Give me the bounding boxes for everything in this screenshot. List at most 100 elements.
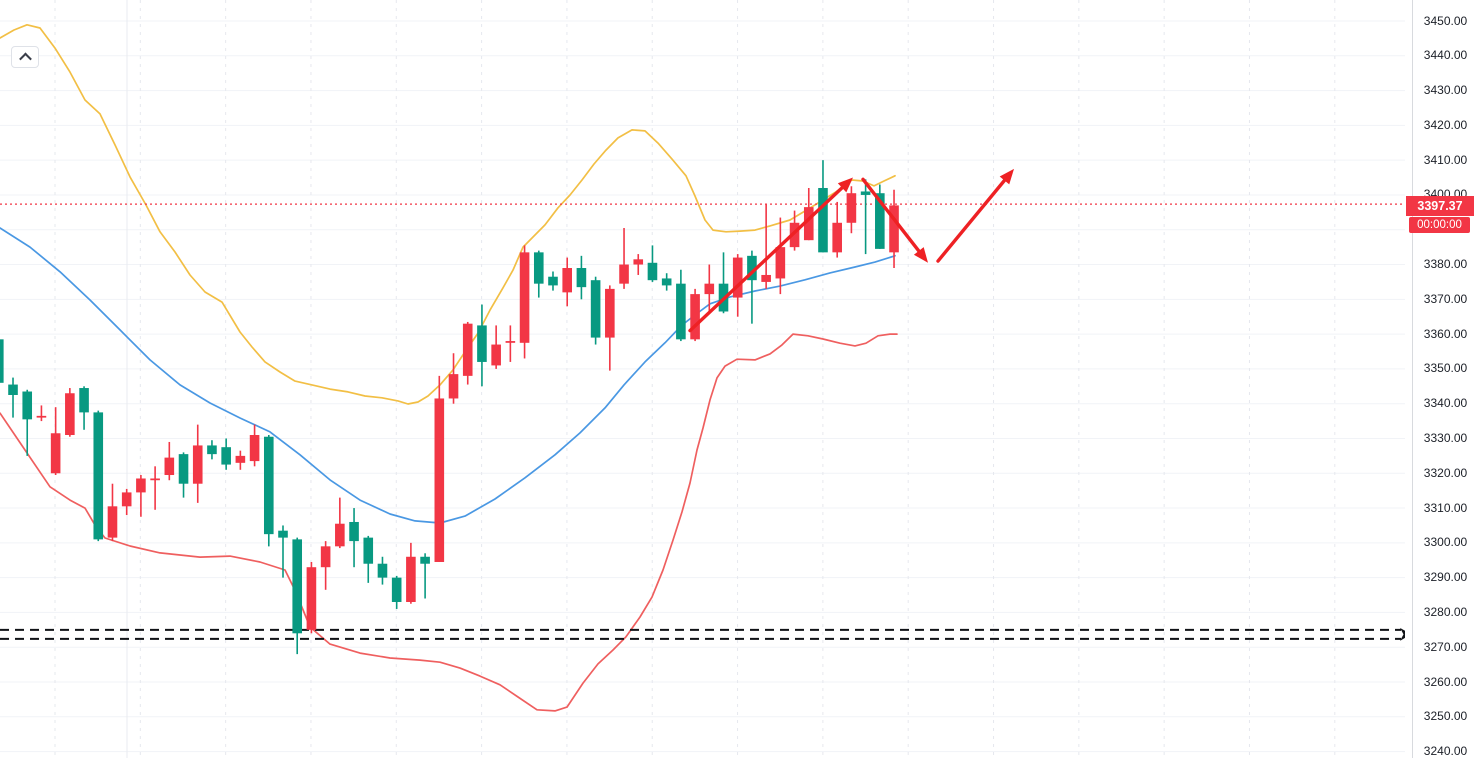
trend-arrow-head-icon [913, 247, 928, 263]
axis-tick-label: 3430.00 [1423, 83, 1468, 98]
candle[interactable] [292, 537, 303, 655]
candle[interactable] [65, 388, 75, 437]
bands-layer [0, 23, 898, 712]
axis-tick-label: 3250.00 [1423, 709, 1468, 724]
candle[interactable] [107, 483, 118, 542]
candle[interactable] [448, 353, 459, 404]
trend-arrows[interactable] [688, 168, 1014, 333]
trend-arrow-line [936, 176, 1009, 263]
candle[interactable] [533, 250, 544, 298]
candle[interactable] [306, 561, 317, 634]
candle[interactable] [406, 542, 416, 604]
candle[interactable] [832, 201, 842, 258]
current-price-label: 3397.37 [1406, 196, 1474, 216]
candle[interactable] [704, 264, 715, 312]
candle[interactable] [249, 424, 260, 467]
candles-layer[interactable] [0, 160, 899, 655]
candle[interactable] [278, 525, 288, 578]
axis-tick-label: 3420.00 [1423, 117, 1468, 132]
candle[interactable] [335, 497, 345, 549]
trend-arrow-line [861, 177, 923, 256]
candle[interactable] [0, 338, 4, 385]
candle[interactable] [420, 553, 430, 599]
axis-tick-label: 3440.00 [1423, 48, 1468, 63]
candle[interactable] [79, 386, 89, 430]
candle[interactable] [775, 217, 786, 295]
axis-tick-label: 3370.00 [1423, 291, 1468, 306]
candle[interactable] [207, 440, 217, 460]
channel-arrow-icon [1400, 627, 1405, 641]
trend-arrow-head-icon [837, 177, 853, 193]
candle[interactable] [846, 186, 857, 234]
candle[interactable] [263, 435, 274, 547]
candle[interactable] [93, 410, 104, 542]
trend-arrow-head-icon [999, 168, 1014, 185]
candle[interactable] [349, 508, 359, 568]
trend-arrow-line [688, 184, 846, 333]
candle[interactable] [519, 245, 530, 359]
axis-tick-label: 3270.00 [1423, 639, 1468, 654]
lower-band-line [0, 333, 898, 712]
candle[interactable] [363, 535, 374, 583]
candle[interactable] [22, 389, 33, 456]
candle[interactable] [164, 441, 175, 481]
toolbar-collapse-button[interactable] [11, 46, 39, 68]
candle[interactable] [391, 575, 402, 609]
price-axis[interactable]: 3450.00 3440.00 3430.00 3420.00 3410.00 3400.… [1412, 0, 1474, 758]
candle[interactable] [121, 488, 132, 516]
candle[interactable] [50, 407, 61, 476]
candle[interactable] [192, 424, 203, 503]
candle[interactable] [860, 179, 871, 255]
candle[interactable] [747, 250, 757, 324]
candle[interactable] [178, 452, 189, 498]
candle[interactable] [36, 405, 47, 422]
candle[interactable] [377, 556, 388, 585]
candle[interactable] [690, 288, 700, 342]
grid-layer [0, 0, 1405, 758]
axis-tick-label: 3300.00 [1423, 535, 1468, 550]
candle[interactable] [590, 276, 601, 345]
axis-tick-label: 3350.00 [1423, 361, 1468, 376]
candle[interactable] [605, 285, 615, 371]
candle[interactable] [477, 304, 487, 387]
candle[interactable] [548, 271, 558, 291]
candle[interactable] [320, 541, 331, 590]
axis-tick-label: 3410.00 [1423, 152, 1468, 167]
candle[interactable] [619, 228, 629, 289]
axis-tick-label: 3310.00 [1423, 500, 1468, 515]
candle[interactable] [150, 466, 160, 510]
axis-tick-label: 3450.00 [1423, 13, 1468, 28]
axis-tick-label: 3340.00 [1423, 396, 1468, 411]
axis-tick-label: 3290.00 [1423, 570, 1468, 585]
candle[interactable] [647, 245, 658, 282]
candle[interactable] [221, 438, 231, 470]
candle[interactable] [676, 269, 686, 342]
candle[interactable] [491, 325, 501, 369]
axis-tick-label: 3280.00 [1423, 604, 1468, 619]
candle[interactable] [235, 450, 246, 470]
axis-tick-label: 3240.00 [1423, 744, 1468, 758]
candle[interactable] [889, 189, 899, 269]
candle[interactable] [8, 377, 18, 418]
candle[interactable] [875, 184, 885, 249]
candle[interactable] [576, 255, 587, 300]
candle[interactable] [661, 273, 672, 291]
candle[interactable] [434, 375, 445, 562]
candle[interactable] [136, 475, 146, 517]
candle[interactable] [562, 257, 572, 307]
countdown-label: 00:00:00 [1409, 217, 1470, 233]
candle[interactable] [761, 203, 771, 289]
axis-tick-label: 3360.00 [1423, 326, 1468, 341]
candle[interactable] [803, 187, 814, 241]
candle[interactable] [505, 325, 516, 362]
axis-tick-label: 3380.00 [1423, 257, 1468, 272]
candle[interactable] [462, 321, 473, 385]
candle[interactable] [633, 254, 644, 275]
upper-band-line [0, 23, 896, 405]
middle-band-line [0, 227, 896, 524]
axis-tick-label: 3320.00 [1423, 465, 1468, 480]
channel-lines[interactable] [0, 627, 1405, 641]
candlestick-chart[interactable] [0, 0, 1405, 758]
chevron-up-icon [18, 52, 32, 65]
